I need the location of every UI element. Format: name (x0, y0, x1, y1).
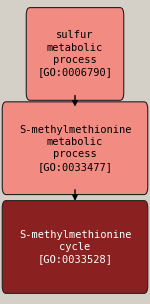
FancyBboxPatch shape (26, 8, 124, 100)
Text: sulfur
metabolic
process
[GO:0006790]: sulfur metabolic process [GO:0006790] (38, 30, 112, 78)
FancyBboxPatch shape (2, 201, 148, 293)
Text: S-methylmethionine
metabolic
process
[GO:0033477]: S-methylmethionine metabolic process [GO… (19, 125, 131, 172)
Text: S-methylmethionine
cycle
[GO:0033528]: S-methylmethionine cycle [GO:0033528] (19, 230, 131, 264)
FancyBboxPatch shape (2, 102, 148, 195)
